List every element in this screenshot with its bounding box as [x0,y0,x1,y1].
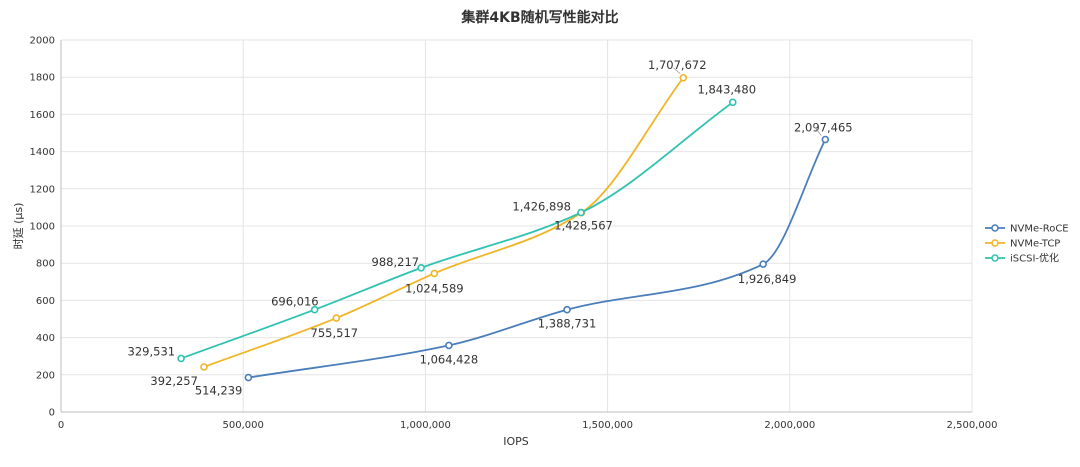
data-label: 1,426,898 [512,200,571,214]
data-point [332,314,341,322]
data-label: 2,097,465 [794,121,853,135]
y-tick-label: 1400 [30,147,55,158]
data-label: 1,388,731 [538,317,597,331]
y-axis-title: 时延 (μs) [12,203,25,250]
data-point [821,135,830,144]
legend-marker [991,239,999,247]
data-label: 988,217 [372,255,420,269]
series-line-1 [203,77,684,368]
data-label: 329,531 [128,344,176,358]
data-point [679,73,688,82]
y-tick-label: 800 [36,259,55,270]
x-tick-label: 1,500,000 [582,420,633,431]
series-line-2 [180,101,734,360]
y-tick-label: 1800 [30,73,55,84]
y-tick-label: 600 [36,296,55,307]
legend: NVMe-RoCE NVMe-TCP iSCSI-优化 [985,224,1069,265]
data-label: 1,428,567 [554,219,613,233]
chart-title: 集群4KB随机写性能对比 [460,9,618,26]
y-tick-label: 1200 [30,184,55,195]
legend-label: iSCSI-优化 [1010,252,1059,265]
data-point [417,264,425,272]
data-label: 514,239 [195,384,243,398]
y-tick-label: 200 [36,370,55,381]
x-tick-label: 1,000,000 [400,420,451,431]
legend-label: NVMe-TCP [1010,239,1060,250]
data-point [430,269,439,278]
y-tick-label: 1000 [30,222,55,233]
legend-marker [991,254,999,262]
data-point [577,208,585,217]
data-point [759,260,767,268]
y-tick-label: 1600 [30,110,55,121]
x-tick-label: 2,500,000 [947,420,998,431]
data-point [445,341,453,350]
legend-marker [991,224,999,232]
y-tick-label: 2000 [30,36,55,47]
legend-label: NVMe-RoCE [1010,224,1069,235]
legend-item[interactable]: NVMe-TCP [985,239,1060,250]
y-tick-label: 400 [36,333,55,344]
series-line-0 [248,139,827,379]
data-point [728,98,737,107]
x-tick-label: 2,000,000 [764,420,815,431]
data-label: 1,926,849 [738,272,797,286]
data-label: 1,064,428 [420,352,479,366]
x-tick-label: 0 [58,420,64,431]
y-tick-label: 0 [49,408,55,419]
data-label: 1,843,480 [697,82,756,96]
data-point [563,305,571,314]
data-label: 696,016 [271,295,319,309]
legend-item[interactable]: NVMe-RoCE [985,224,1069,235]
label-leader-line [813,125,822,136]
data-point [177,354,185,363]
data-label: 392,257 [150,374,198,388]
data-label: 1,707,672 [648,58,707,72]
series-lines [177,73,830,382]
data-label: 1,024,589 [405,281,464,295]
axes: 0 200 400 600 800 1000 1200 1400 1600 1800 2000 0 50… [30,36,998,432]
x-axis-title: IOPS [503,435,529,448]
label-leader-line [673,67,681,75]
data-point [200,363,208,371]
data-point [244,373,253,382]
data-label: 755,517 [311,326,359,340]
data-labels: 514,239 1,064,428 1,388,731 1,926,849 2,097,… [128,58,853,398]
data-point [310,305,319,314]
x-tick-label: 500,000 [223,420,264,431]
legend-item[interactable]: iSCSI-优化 [985,252,1059,265]
grid [60,39,973,413]
